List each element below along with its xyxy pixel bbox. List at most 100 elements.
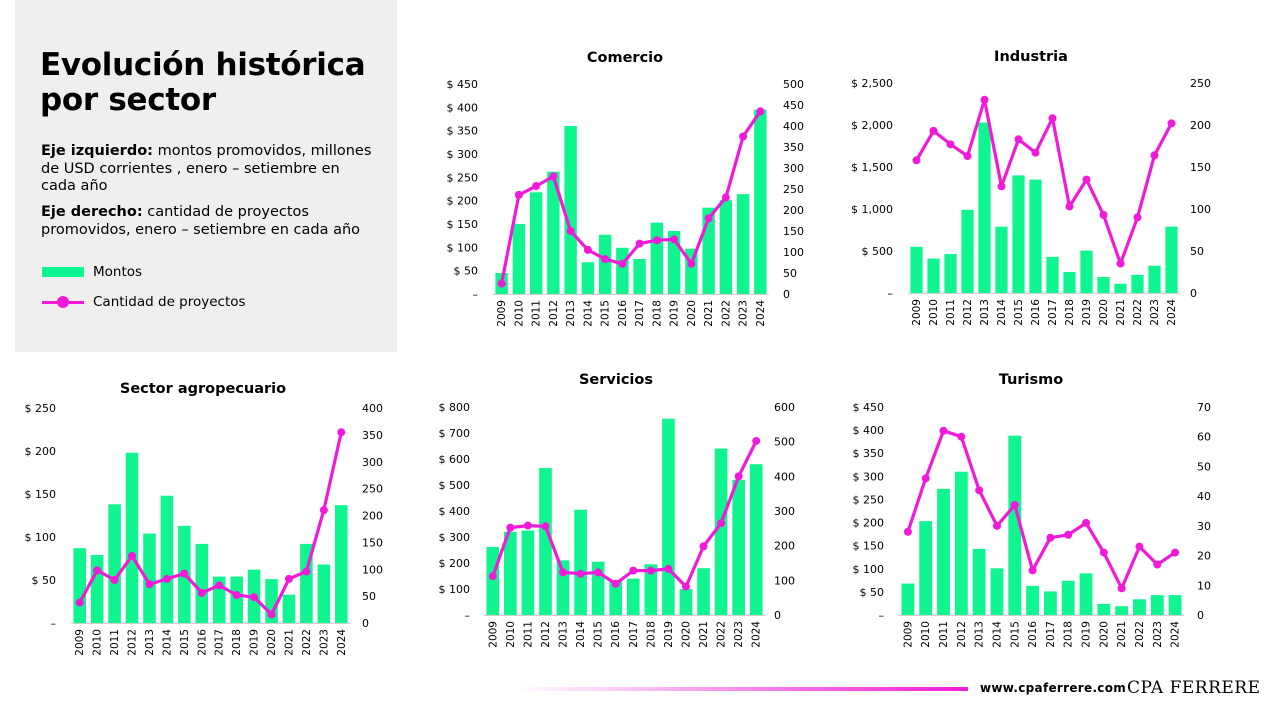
line-point bbox=[601, 255, 610, 264]
x-tick-label: 2018 bbox=[231, 629, 243, 656]
series-line bbox=[491, 440, 758, 589]
line-point bbox=[734, 472, 743, 481]
line-point bbox=[1064, 530, 1073, 539]
x-tick-label: 2020 bbox=[266, 629, 278, 656]
x-tick-label: 2015 bbox=[1013, 299, 1025, 326]
line-point bbox=[110, 576, 119, 584]
footer-gradient-line bbox=[515, 687, 968, 691]
bar bbox=[512, 224, 526, 294]
right-axis-tick: 200 bbox=[1190, 119, 1211, 132]
line-point bbox=[559, 568, 568, 577]
line-point bbox=[566, 227, 575, 235]
left-axis-tick: $ 400 bbox=[447, 101, 479, 114]
series-line bbox=[500, 110, 762, 284]
x-tick-label: 2013 bbox=[558, 621, 570, 648]
bar bbox=[616, 247, 629, 294]
bar bbox=[927, 258, 940, 293]
left-axis-tick: $ 600 bbox=[439, 453, 471, 466]
right-axis-tick: 600 bbox=[774, 401, 795, 414]
bar bbox=[1115, 606, 1129, 615]
line-point bbox=[232, 591, 241, 600]
bar bbox=[282, 594, 296, 623]
line-point bbox=[284, 574, 293, 583]
x-tick-label: 2018 bbox=[1063, 621, 1075, 648]
left-axis-tick: $ 150 bbox=[853, 540, 885, 553]
x-tick-label: 2010 bbox=[920, 621, 932, 648]
x-tick-label: 2020 bbox=[680, 621, 692, 648]
x-tick-label: 2015 bbox=[600, 300, 612, 327]
left-axis-tick: – bbox=[473, 288, 479, 301]
line-point bbox=[664, 564, 673, 573]
right-axis-tick: 350 bbox=[362, 429, 383, 442]
line-point bbox=[1046, 533, 1055, 542]
x-tick-label: 2011 bbox=[945, 299, 957, 326]
right-axis-tick: 20 bbox=[1197, 550, 1211, 563]
x-tick-label: 2018 bbox=[651, 300, 663, 327]
right-axis-tick: 0 bbox=[774, 609, 781, 622]
right-axis-tick: 100 bbox=[362, 563, 383, 576]
line-point bbox=[576, 569, 585, 578]
x-tick-label: 2020 bbox=[686, 300, 698, 327]
right-axis-tick: 200 bbox=[774, 540, 795, 553]
line-point bbox=[1010, 501, 1019, 510]
x-tick-label: 2009 bbox=[911, 299, 923, 326]
left-axis-tick: $ 300 bbox=[439, 531, 471, 544]
bar bbox=[195, 543, 209, 623]
line-point bbox=[128, 551, 137, 560]
line-point bbox=[1031, 148, 1040, 157]
bar bbox=[335, 505, 348, 623]
line-point bbox=[1116, 259, 1125, 268]
line-point bbox=[992, 521, 1001, 530]
line-point bbox=[704, 214, 713, 223]
bar bbox=[1008, 435, 1022, 615]
line-point bbox=[635, 239, 644, 248]
bar bbox=[679, 589, 693, 615]
x-tick-label: 2020 bbox=[1098, 621, 1110, 648]
bar bbox=[754, 109, 767, 295]
right-axis-tick: 50 bbox=[1190, 245, 1204, 258]
x-tick-label: 2020 bbox=[1098, 299, 1110, 326]
bar bbox=[978, 122, 991, 293]
x-tick-label: 2012 bbox=[962, 299, 974, 326]
left-axis-tick: $ 350 bbox=[447, 125, 479, 138]
bar bbox=[944, 253, 957, 293]
bar bbox=[143, 533, 156, 623]
right-axis-tick: 70 bbox=[1197, 401, 1211, 414]
x-tick-label: 2017 bbox=[628, 621, 640, 648]
bar bbox=[644, 564, 658, 615]
line-point bbox=[75, 598, 84, 607]
right-axis-tick: 500 bbox=[774, 436, 795, 449]
bar bbox=[125, 452, 139, 623]
bar bbox=[732, 479, 745, 615]
line-point bbox=[629, 566, 638, 575]
x-tick-label: 2010 bbox=[505, 621, 517, 648]
bar bbox=[564, 126, 577, 294]
bar bbox=[719, 200, 733, 294]
line-point bbox=[497, 279, 506, 288]
left-axis-tick: $ 100 bbox=[439, 583, 471, 596]
x-tick-label: 2013 bbox=[974, 621, 986, 648]
left-axis-tick: $ 500 bbox=[439, 479, 471, 492]
x-tick-label: 2023 bbox=[738, 300, 750, 327]
bar bbox=[521, 530, 535, 615]
right-axis-tick: 10 bbox=[1197, 579, 1211, 592]
left-axis-tick: $ 50 bbox=[860, 586, 885, 599]
x-tick-label: 2011 bbox=[938, 621, 950, 648]
line-point bbox=[1028, 566, 1037, 575]
right-axis-tick: 450 bbox=[783, 99, 804, 112]
left-axis-label: Eje izquierdo: bbox=[41, 143, 153, 159]
website-link[interactable]: www.cpaferrere.com bbox=[980, 681, 1127, 695]
x-tick-label: 2019 bbox=[1081, 621, 1093, 648]
x-tick-label: 2009 bbox=[496, 300, 508, 327]
line-point bbox=[929, 126, 938, 135]
bar bbox=[581, 262, 595, 294]
bar bbox=[1097, 603, 1111, 615]
x-tick-label: 2017 bbox=[634, 300, 646, 327]
chart-title: Turismo bbox=[999, 372, 1063, 388]
left-axis-tick: $ 300 bbox=[447, 148, 479, 161]
line-point bbox=[963, 152, 972, 161]
left-axis-tick: $ 250 bbox=[447, 171, 479, 184]
left-axis-tick: $ 700 bbox=[439, 427, 471, 440]
line-point bbox=[903, 527, 912, 536]
